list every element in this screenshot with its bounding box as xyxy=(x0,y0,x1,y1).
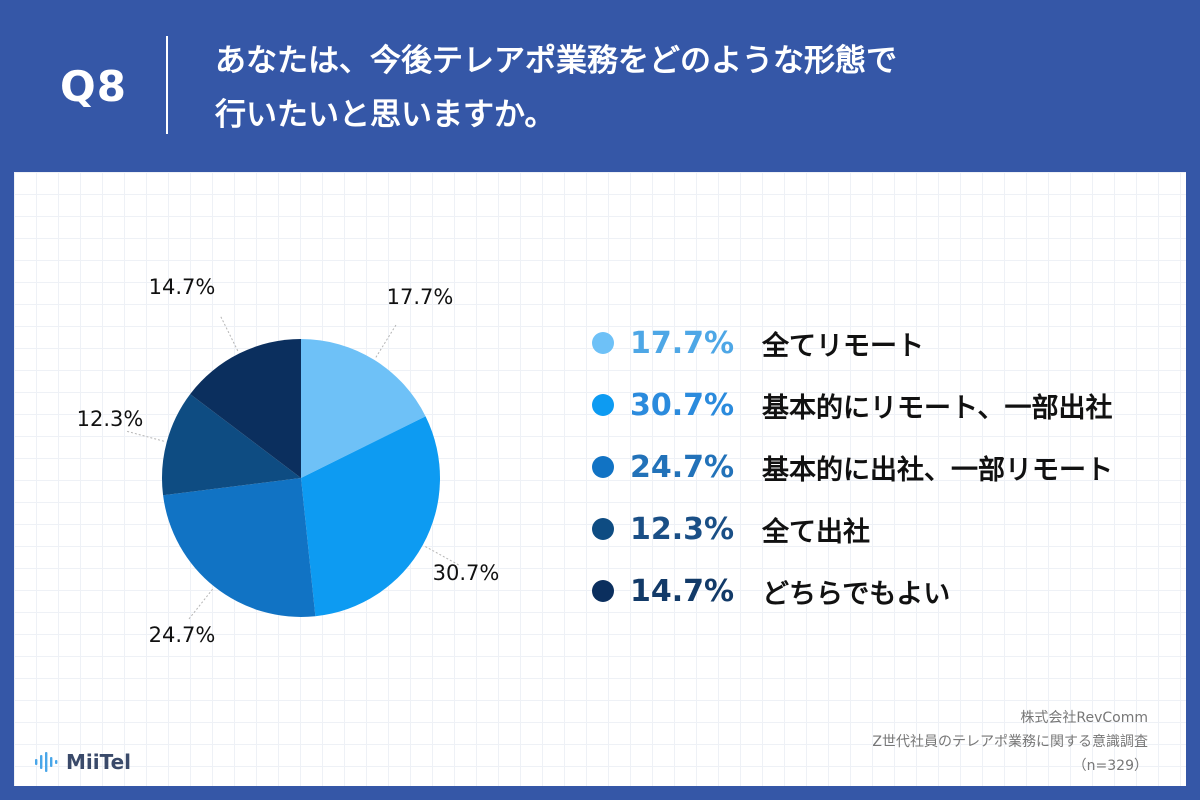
pie-chart: 17.7% 30.7% 24.7% 12.3% 14.7% xyxy=(77,275,500,647)
chart-legend: 17.7% 全てリモート 30.7% 基本的にリモート、一部出社 24.7% 基本的に出社… xyxy=(592,312,1172,622)
pie-slice xyxy=(301,339,426,478)
pie-data-label: 30.7% xyxy=(433,561,500,585)
legend-swatch xyxy=(592,518,614,540)
pie-data-label: 24.7% xyxy=(149,623,216,647)
leader-line xyxy=(126,430,164,442)
legend-swatch xyxy=(592,580,614,602)
pie-data-label: 12.3% xyxy=(77,407,144,431)
legend-label: 基本的にリモート、一部出社 xyxy=(762,392,1113,424)
leader-line xyxy=(375,323,397,358)
legend-item: 17.7% 全てリモート xyxy=(592,312,1172,374)
legend-label: 全てリモート xyxy=(762,330,924,362)
logo-text: MiiTel xyxy=(66,750,132,774)
legend-percent: 12.3% xyxy=(630,511,735,547)
header: Q8 あなたは、今後テレアポ業務をどのような形態で 行いたいと思いますか。 xyxy=(0,0,1200,170)
question-title-line2: 行いたいと思いますか。 xyxy=(215,97,556,133)
legend-swatch xyxy=(592,332,614,354)
pie-data-label: 17.7% xyxy=(387,285,454,309)
leader-line xyxy=(219,315,239,352)
legend-label: 基本的に出社、一部リモート xyxy=(762,454,1113,486)
chart-panel: 17.7% 30.7% 24.7% 12.3% 14.7% 17.7% 全てリモート 30.… xyxy=(14,172,1186,786)
question-title: あなたは、今後テレアポ業務をどのような形態で 行いたいと思いますか。 xyxy=(215,34,1155,142)
leader-line xyxy=(425,546,460,566)
question-number: Q8 xyxy=(60,62,127,111)
legend-item: 30.7% 基本的にリモート、一部出社 xyxy=(592,374,1172,436)
legend-percent: 14.7% xyxy=(630,573,735,609)
legend-percent: 24.7% xyxy=(630,449,735,485)
legend-label: 全て出社 xyxy=(762,516,870,548)
source-sample-size: （n=329） xyxy=(1072,758,1148,774)
header-divider xyxy=(166,36,168,134)
legend-item: 12.3% 全て出社 xyxy=(592,498,1172,560)
source-company: 株式会社RevComm xyxy=(1020,710,1148,726)
pie-slice xyxy=(162,394,301,496)
legend-item: 24.7% 基本的に出社、一部リモート xyxy=(592,436,1172,498)
source-survey: Z世代社員のテレアポ業務に関する意識調査 xyxy=(872,734,1148,750)
question-title-line1: あなたは、今後テレアポ業務をどのような形態で xyxy=(215,43,897,79)
pie-data-label: 14.7% xyxy=(149,275,216,299)
legend-label: どちらでもよい xyxy=(762,578,951,610)
miitel-logo: MiiTel xyxy=(34,750,131,774)
pie-slice xyxy=(301,416,441,617)
legend-swatch xyxy=(592,456,614,478)
legend-percent: 17.7% xyxy=(630,325,735,361)
pie-slice xyxy=(163,478,316,617)
legend-swatch xyxy=(592,394,614,416)
legend-item: 14.7% どちらでもよい xyxy=(592,560,1172,622)
soundwave-icon xyxy=(35,752,58,772)
source-note: 株式会社RevComm Z世代社員のテレアポ業務に関する意識調査 （n=329） xyxy=(872,706,1148,778)
pie-slice xyxy=(190,339,301,478)
leader-line xyxy=(187,588,214,620)
legend-percent: 30.7% xyxy=(630,387,735,423)
